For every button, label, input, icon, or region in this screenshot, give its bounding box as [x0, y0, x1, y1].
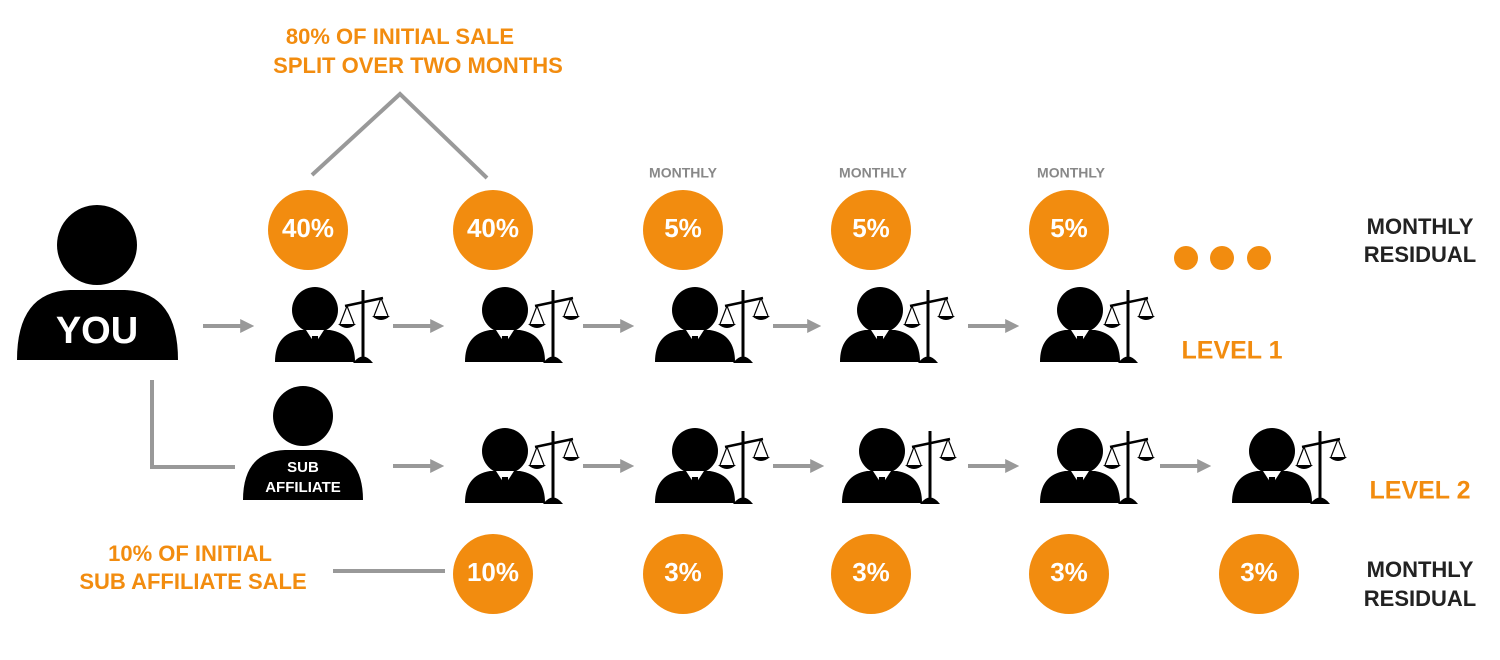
side-note: MONTHLY [1367, 557, 1474, 582]
level-label: LEVEL 1 [1182, 337, 1283, 365]
rate-circle [643, 190, 723, 270]
rate-circle [453, 534, 533, 614]
rate: 3% [1050, 557, 1088, 587]
rate: 3% [664, 557, 702, 587]
affiliate [1038, 426, 1157, 506]
affiliate [653, 285, 772, 365]
rate: 5% [1050, 213, 1088, 243]
dot [1247, 246, 1271, 270]
level-label: LEVEL 2 [1370, 477, 1471, 505]
side-note: RESIDUAL [1364, 586, 1476, 611]
rate: 40% [467, 213, 519, 243]
bottom-note: 10% OF INITIAL [108, 541, 272, 566]
affiliate [1038, 285, 1157, 365]
connector [150, 380, 235, 469]
sub-label: SUB [287, 459, 319, 476]
sub-affiliate-icon: SUB AFFILIATE [243, 386, 363, 500]
affiliate [840, 426, 959, 506]
rate-circle [831, 190, 911, 270]
rate-note: MONTHLY [649, 165, 718, 181]
bottom-note: SUB AFFILIATE SALE [79, 569, 306, 594]
dot [1210, 246, 1234, 270]
rate-circle [1029, 534, 1109, 614]
dot [1174, 246, 1198, 270]
affiliate [838, 285, 957, 365]
affiliate [273, 285, 392, 365]
affiliate [1230, 426, 1349, 506]
rate: 40% [282, 213, 334, 243]
connector [310, 91, 489, 180]
rate-circle [268, 190, 348, 270]
affiliate [463, 426, 582, 506]
you-icon: YOU [17, 205, 178, 360]
rate-circle [643, 534, 723, 614]
top-note: 80% OF INITIAL SALE [286, 24, 514, 49]
level-1-row [203, 285, 1157, 365]
rate: 5% [852, 213, 890, 243]
rate-circle [831, 534, 911, 614]
rate: 3% [1240, 557, 1278, 587]
rate-circle [453, 190, 533, 270]
rate-circle [1219, 534, 1299, 614]
side-note: MONTHLY [1367, 214, 1474, 239]
level-2-rates: 10% 3% 3% 3% 3% [453, 534, 1299, 614]
rate: 5% [664, 213, 702, 243]
rate-note: MONTHLY [839, 165, 908, 181]
rate-note: MONTHLY [1037, 165, 1106, 181]
side-note: RESIDUAL [1364, 242, 1476, 267]
sub-label: AFFILIATE [265, 479, 341, 496]
rate: 10% [467, 557, 519, 587]
level-2-row [393, 426, 1349, 506]
level-1-rates: 40% 40% 5% 5% 5% [268, 190, 1109, 270]
top-note: SPLIT OVER TWO MONTHS [273, 53, 563, 78]
you-label: YOU [56, 310, 138, 352]
affiliate [463, 285, 582, 365]
rate: 3% [852, 557, 890, 587]
rate-circle [1029, 190, 1109, 270]
affiliate [653, 426, 772, 506]
